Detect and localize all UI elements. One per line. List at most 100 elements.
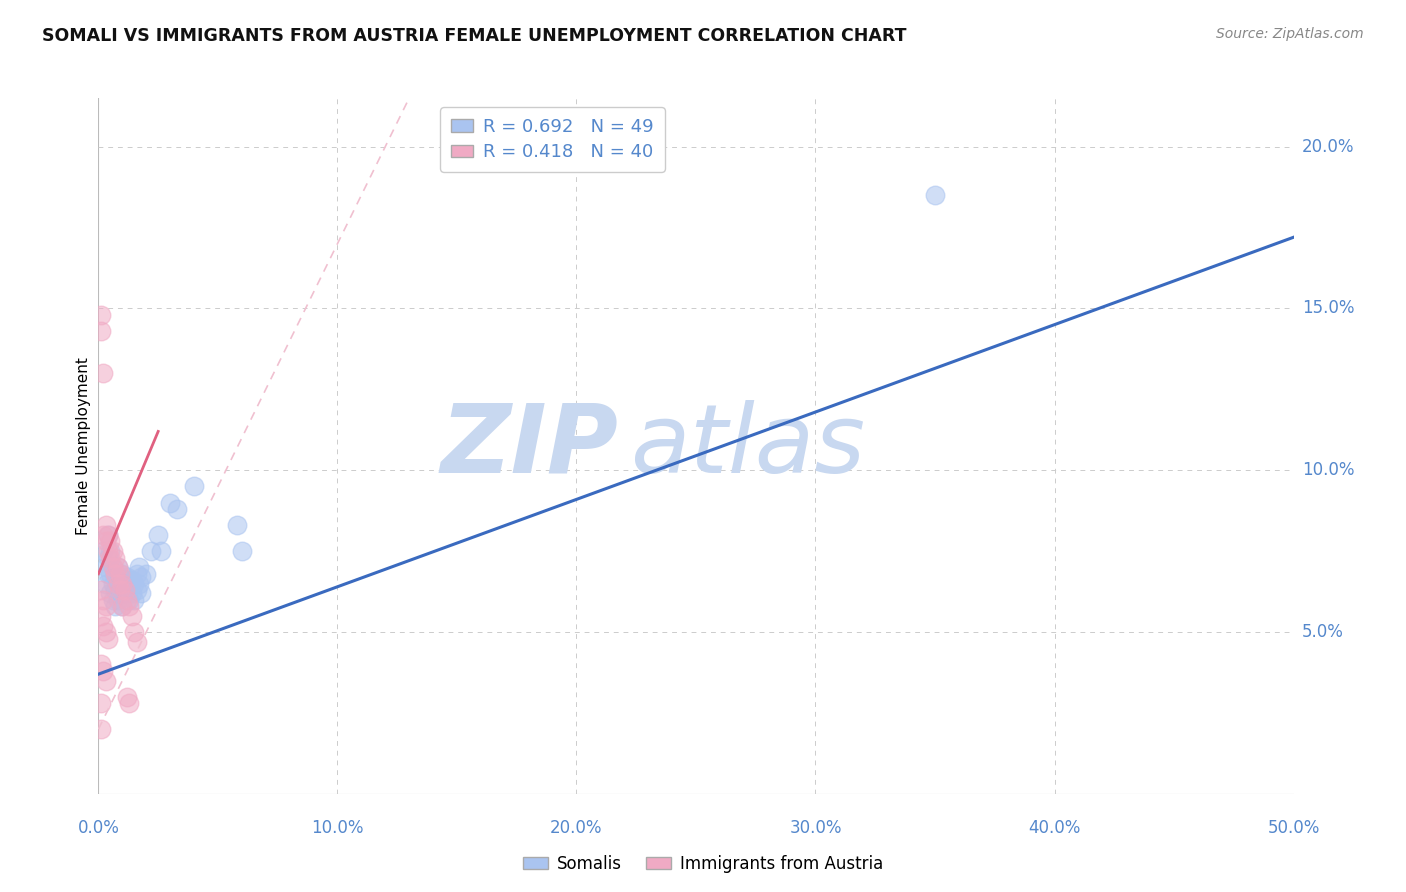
Point <box>108 582 131 597</box>
Point <box>115 582 138 597</box>
Point <box>104 566 127 581</box>
Point <box>111 582 134 597</box>
Point <box>131 586 153 600</box>
Point <box>159 495 181 509</box>
Point <box>101 592 124 607</box>
Point <box>94 534 117 549</box>
Point <box>114 574 136 588</box>
Point <box>111 599 134 614</box>
Point <box>124 576 146 591</box>
Point <box>97 550 120 565</box>
Point <box>148 528 170 542</box>
Legend: R = 0.692   N = 49, R = 0.418   N = 40: R = 0.692 N = 49, R = 0.418 N = 40 <box>440 107 665 172</box>
Text: Source: ZipAtlas.com: Source: ZipAtlas.com <box>1216 27 1364 41</box>
Point <box>98 586 122 600</box>
Point <box>101 560 124 574</box>
Text: SOMALI VS IMMIGRANTS FROM AUSTRIA FEMALE UNEMPLOYMENT CORRELATION CHART: SOMALI VS IMMIGRANTS FROM AUSTRIA FEMALE… <box>42 27 907 45</box>
Point <box>924 188 946 202</box>
Point <box>135 566 157 581</box>
Text: 30.0%: 30.0% <box>789 819 842 837</box>
Point <box>149 544 172 558</box>
Point <box>94 625 117 640</box>
Point <box>94 560 117 574</box>
Point <box>104 582 127 597</box>
Point <box>107 576 129 591</box>
Point <box>90 696 112 710</box>
Text: 10.0%: 10.0% <box>311 819 364 837</box>
Point <box>118 576 141 591</box>
Point <box>111 599 134 614</box>
Point <box>91 528 114 542</box>
Point <box>118 592 141 607</box>
Point <box>128 576 150 591</box>
Point <box>115 592 138 607</box>
Point <box>107 592 129 607</box>
Point <box>183 479 205 493</box>
Point <box>98 566 122 581</box>
Point <box>118 599 141 614</box>
Point <box>104 550 127 565</box>
Point <box>107 560 129 574</box>
Text: ZIP: ZIP <box>440 400 619 492</box>
Point <box>121 586 143 600</box>
Point <box>101 576 124 591</box>
Point <box>115 690 138 704</box>
Text: 0.0%: 0.0% <box>77 819 120 837</box>
Point <box>104 599 127 614</box>
Point <box>97 544 120 558</box>
Point <box>166 502 188 516</box>
Point <box>107 576 129 591</box>
Point <box>121 574 143 588</box>
Point <box>125 582 148 597</box>
Point <box>97 566 120 581</box>
Text: 40.0%: 40.0% <box>1028 819 1081 837</box>
Point <box>91 366 114 380</box>
Point <box>108 586 131 600</box>
Point <box>107 560 129 574</box>
Point <box>114 586 136 600</box>
Point <box>125 634 148 648</box>
Point <box>131 570 153 584</box>
Point <box>111 576 134 591</box>
Point <box>91 618 114 632</box>
Point <box>91 664 114 678</box>
Point <box>91 592 114 607</box>
Point <box>90 722 112 736</box>
Point <box>90 308 112 322</box>
Point <box>97 528 120 542</box>
Point <box>90 657 112 672</box>
Text: 5.0%: 5.0% <box>1302 624 1344 641</box>
Point <box>90 608 112 623</box>
Point <box>94 673 117 688</box>
Text: 50.0%: 50.0% <box>1267 819 1320 837</box>
Point <box>94 576 117 591</box>
Text: atlas: atlas <box>630 400 865 492</box>
Point <box>111 566 134 581</box>
Text: 10.0%: 10.0% <box>1302 461 1354 479</box>
Point <box>226 518 249 533</box>
Point <box>98 534 122 549</box>
Point <box>124 592 146 607</box>
Point <box>98 550 122 565</box>
Text: 20.0%: 20.0% <box>1302 137 1354 156</box>
Point <box>128 560 150 574</box>
Point <box>98 544 122 558</box>
Point <box>125 566 148 581</box>
Y-axis label: Female Unemployment: Female Unemployment <box>76 357 91 535</box>
Point <box>108 570 131 584</box>
Point <box>231 544 253 558</box>
Point <box>115 570 138 584</box>
Text: 15.0%: 15.0% <box>1302 300 1354 318</box>
Point <box>108 566 131 581</box>
Point <box>94 518 117 533</box>
Point <box>121 608 143 623</box>
Point <box>104 566 127 581</box>
Point <box>97 528 120 542</box>
Text: 20.0%: 20.0% <box>550 819 603 837</box>
Point <box>90 324 112 338</box>
Legend: Somalis, Immigrants from Austria: Somalis, Immigrants from Austria <box>516 848 890 880</box>
Point <box>101 544 124 558</box>
Point <box>114 582 136 597</box>
Point <box>118 696 141 710</box>
Point <box>90 582 112 597</box>
